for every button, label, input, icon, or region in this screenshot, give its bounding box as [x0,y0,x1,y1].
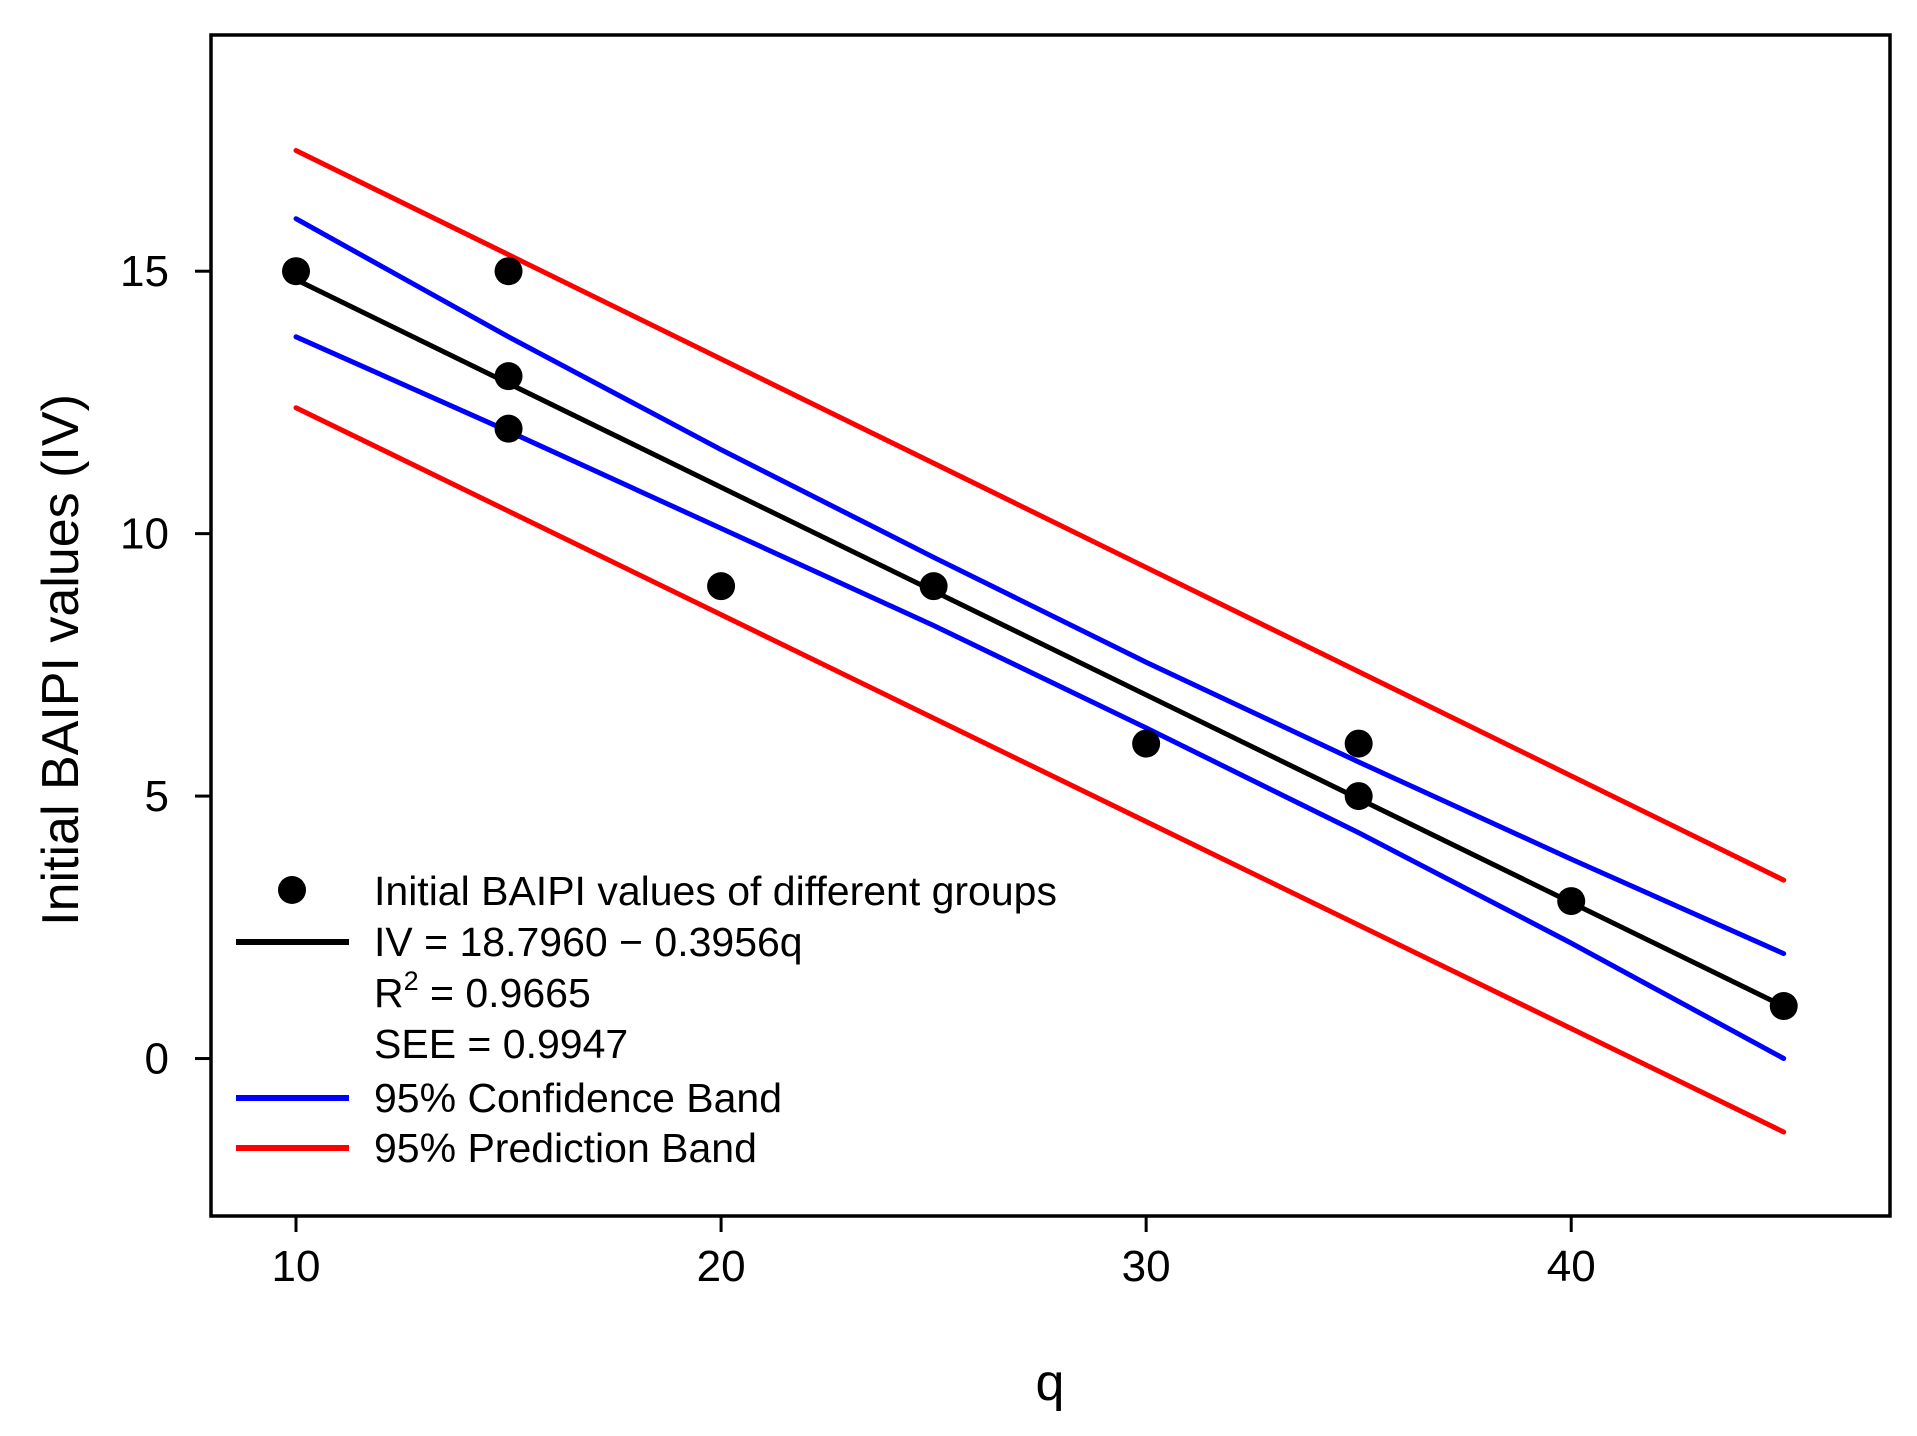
data-point-5 [707,572,736,601]
regression-line [293,277,1787,1009]
y-axis-ticks: 0 5 10 15 [120,247,211,1084]
y-tick-label-10: 10 [120,510,169,559]
data-point-6 [919,572,948,601]
x-tick-label-20: 20 [697,1242,746,1291]
y-tick-label-15: 15 [120,247,169,296]
points-layer [282,257,1798,1021]
data-point-4 [494,414,523,443]
confidence-band-upper-line [293,216,1787,957]
x-axis-ticks: 10 20 30 40 [272,1216,1596,1291]
x-tick-label-40: 40 [1547,1242,1596,1291]
data-point-8 [1344,729,1373,758]
legend-label-points: Initial BAIPI values of different groups [374,868,1057,914]
legend-marker-points [278,876,306,904]
legend-label-fit: IV = 18.7960 − 0.3956q [374,919,803,965]
fit-layer [293,277,1787,1009]
data-point-1 [282,257,311,286]
data-point-10 [1557,887,1586,916]
bands-layer [293,148,1787,1135]
y-tick-label-0: 0 [145,1035,169,1084]
prediction-band-upper-line [293,148,1787,883]
data-point-3 [494,362,523,391]
data-point-9 [1344,782,1373,811]
r2-value: = 0.9665 [419,970,591,1016]
r2-superscript: 2 [404,966,419,996]
y-axis-label: Initial BAIPI values (IV) [32,394,90,926]
x-tick-label-30: 30 [1122,1242,1171,1291]
x-axis-label: q [1036,1354,1065,1412]
legend-label-see: SEE = 0.9947 [374,1021,628,1067]
y-tick-label-5: 5 [145,772,169,821]
legend-label-prediction-band: 95% Prediction Band [374,1125,757,1171]
legend-label-r2: R2 = 0.9665 [374,966,591,1016]
x-tick-label-10: 10 [272,1242,321,1291]
data-point-11 [1769,992,1798,1021]
confidence-band-lower-line [293,334,1787,1061]
legend-label-confidence-band: 95% Confidence Band [374,1075,782,1121]
legend: Initial BAIPI values of different groups… [236,868,1057,1171]
r2-prefix: R [374,970,404,1016]
prediction-band-lower-line [293,405,1787,1135]
data-point-7 [1132,729,1161,758]
plot-frame [209,33,1892,1218]
data-point-2 [494,257,523,286]
